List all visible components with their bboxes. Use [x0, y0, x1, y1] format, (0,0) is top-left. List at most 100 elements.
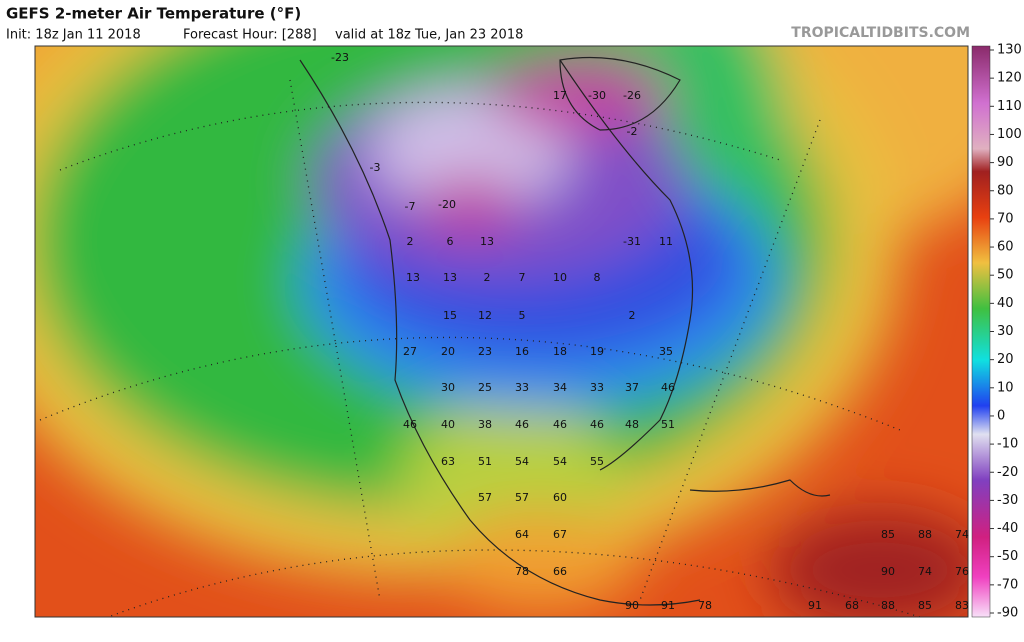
colorbar-tick-label: -70 [997, 577, 1018, 592]
station-value: 57 [478, 491, 492, 504]
station-value: 76 [955, 565, 969, 578]
station-value: 46 [515, 418, 529, 431]
colorbar-tick-label: 90 [997, 155, 1014, 170]
station-value: 20 [441, 345, 455, 358]
station-value: 18 [553, 345, 567, 358]
station-value: 17 [553, 89, 567, 102]
station-value: 33 [515, 381, 529, 394]
station-value: 25 [478, 381, 492, 394]
colorbar-tick-label: -40 [997, 521, 1018, 536]
colorbar-tick-label: 120 [997, 71, 1022, 86]
station-value: -7 [405, 200, 416, 213]
init-time: Init: 18z Jan 11 2018 [6, 28, 141, 43]
station-value: 91 [661, 599, 675, 612]
station-value: 11 [659, 235, 673, 248]
station-value: 54 [515, 455, 529, 468]
colorbar-tick-label: 80 [997, 183, 1014, 198]
colorbar-tick-label: 60 [997, 240, 1014, 255]
forecast-hour: Forecast Hour: [288] [183, 28, 317, 43]
station-value: 55 [590, 455, 604, 468]
colorbar-tick-label: 70 [997, 211, 1014, 226]
station-value: 27 [403, 345, 417, 358]
station-value: 54 [553, 455, 567, 468]
station-value: -3 [370, 161, 381, 174]
station-value: -26 [623, 89, 641, 102]
station-value: 51 [661, 418, 675, 431]
station-value: 46 [661, 381, 675, 394]
watermark: TROPICALTIDBITS.COM [791, 25, 970, 41]
colorbar-tick-label: 10 [997, 380, 1014, 395]
station-value: 68 [845, 599, 859, 612]
station-value: 23 [478, 345, 492, 358]
station-value: -23 [331, 51, 349, 64]
station-value: 74 [918, 565, 932, 578]
station-value: 46 [590, 418, 604, 431]
colorbar-tick-label: 110 [997, 99, 1022, 114]
station-value: 33 [590, 381, 604, 394]
station-value: 2 [629, 309, 636, 322]
station-value: 12 [478, 309, 492, 322]
station-value: 67 [553, 528, 567, 541]
station-value: 85 [881, 528, 895, 541]
station-value: 35 [659, 345, 673, 358]
station-value: 66 [553, 565, 567, 578]
station-value: 2 [407, 235, 414, 248]
station-value: 88 [881, 599, 895, 612]
title: GEFS 2-meter Air Temperature (°F) [6, 5, 301, 23]
colorbar-tick-label: -30 [997, 493, 1018, 508]
station-value: 5 [519, 309, 526, 322]
colorbar-tick-label: -90 [997, 606, 1018, 621]
colorbar-tick-label: -50 [997, 549, 1018, 564]
station-value: 83 [955, 599, 969, 612]
station-value: 10 [553, 271, 567, 284]
station-value: 13 [480, 235, 494, 248]
station-value: 19 [590, 345, 604, 358]
colorbar-tick-label: 0 [997, 408, 1005, 423]
colorbar-tick-label: 40 [997, 296, 1014, 311]
station-value: 78 [515, 565, 529, 578]
station-value: 48 [625, 418, 639, 431]
station-value: 16 [515, 345, 529, 358]
colorbar-tick-label: 30 [997, 324, 1014, 339]
station-value: 46 [553, 418, 567, 431]
station-value: 78 [698, 599, 712, 612]
station-value: 46 [403, 418, 417, 431]
colorbar-tick-label: 100 [997, 127, 1022, 142]
station-value: 51 [478, 455, 492, 468]
station-value: 13 [406, 271, 420, 284]
valid-time: valid at 18z Tue, Jan 23 2018 [335, 28, 523, 43]
colorbar-tick-label: -10 [997, 437, 1018, 452]
station-value: 13 [443, 271, 457, 284]
station-value: 8 [594, 271, 601, 284]
station-value: 91 [808, 599, 822, 612]
station-value: 34 [553, 381, 567, 394]
station-value: -2 [627, 125, 638, 138]
station-value: 57 [515, 491, 529, 504]
station-value: 88 [918, 528, 932, 541]
station-value: 30 [441, 381, 455, 394]
station-value: 2 [484, 271, 491, 284]
station-value: 85 [918, 599, 932, 612]
station-value: 90 [881, 565, 895, 578]
station-value: 63 [441, 455, 455, 468]
colorbar-tick-label: 130 [997, 43, 1022, 58]
station-value: -20 [438, 198, 456, 211]
station-value: 60 [553, 491, 567, 504]
station-value: 90 [625, 599, 639, 612]
station-value: -31 [623, 235, 641, 248]
station-value: 64 [515, 528, 529, 541]
station-value: 40 [441, 418, 455, 431]
station-value: 74 [955, 528, 969, 541]
station-value: 38 [478, 418, 492, 431]
colorbar-tick-label: 50 [997, 268, 1014, 283]
colorbar [971, 45, 991, 618]
station-value: 6 [447, 235, 454, 248]
station-value: 15 [443, 309, 457, 322]
colorbar-tick-label: -20 [997, 465, 1018, 480]
station-value: 37 [625, 381, 639, 394]
station-value: 7 [519, 271, 526, 284]
station-value: -30 [588, 89, 606, 102]
